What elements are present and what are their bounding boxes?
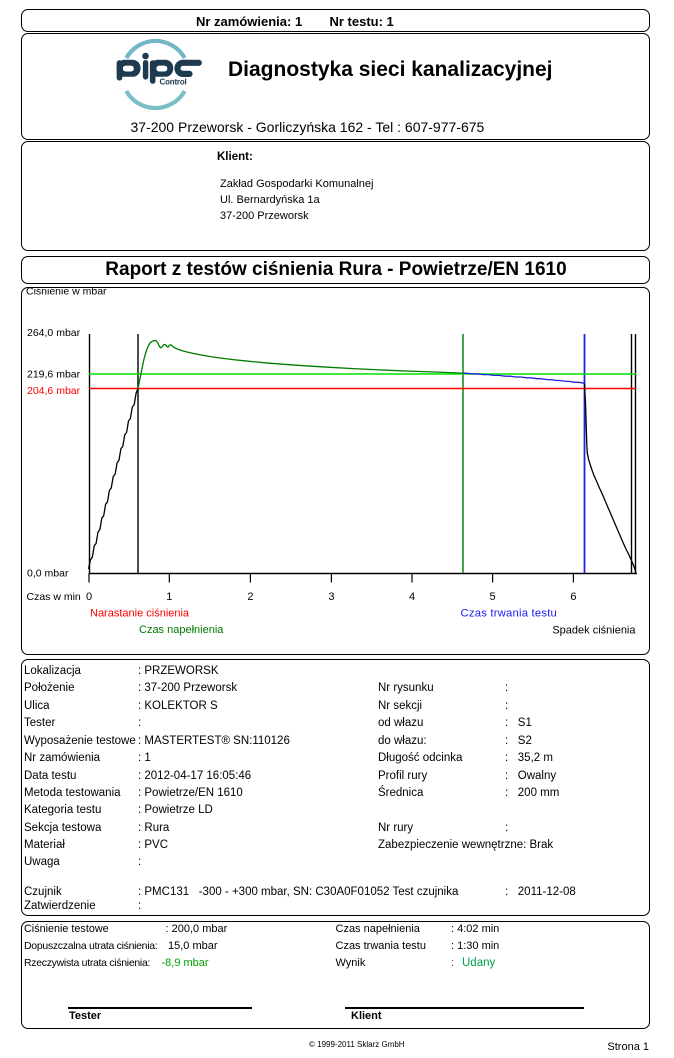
svg-text:0,0 mbar: 0,0 mbar xyxy=(27,567,69,579)
svg-text:219,6 mbar: 219,6 mbar xyxy=(27,369,81,381)
svg-text:Control: Control xyxy=(160,78,187,87)
svg-text:204,6 mbar: 204,6 mbar xyxy=(27,385,81,397)
svg-text:Czas trwania testu: Czas trwania testu xyxy=(461,608,558,620)
svg-text:5: 5 xyxy=(490,591,496,603)
svg-text:3: 3 xyxy=(328,591,334,603)
svg-text:6: 6 xyxy=(570,591,576,603)
svg-text:2: 2 xyxy=(247,591,253,603)
svg-text:Narastanie ciśnienia: Narastanie ciśnienia xyxy=(90,608,190,620)
svg-text:1: 1 xyxy=(166,591,172,603)
svg-text:Ciśnienie w mbar: Ciśnienie w mbar xyxy=(26,286,107,298)
svg-text:264,0 mbar: 264,0 mbar xyxy=(27,327,81,339)
svg-text:4: 4 xyxy=(409,591,415,603)
svg-text:Czas napełnienia: Czas napełnienia xyxy=(139,624,224,636)
svg-text:Czas w min: Czas w min xyxy=(27,591,81,603)
svg-text:Spadek ciśnienia: Spadek ciśnienia xyxy=(552,625,636,637)
svg-text:0: 0 xyxy=(86,591,92,603)
